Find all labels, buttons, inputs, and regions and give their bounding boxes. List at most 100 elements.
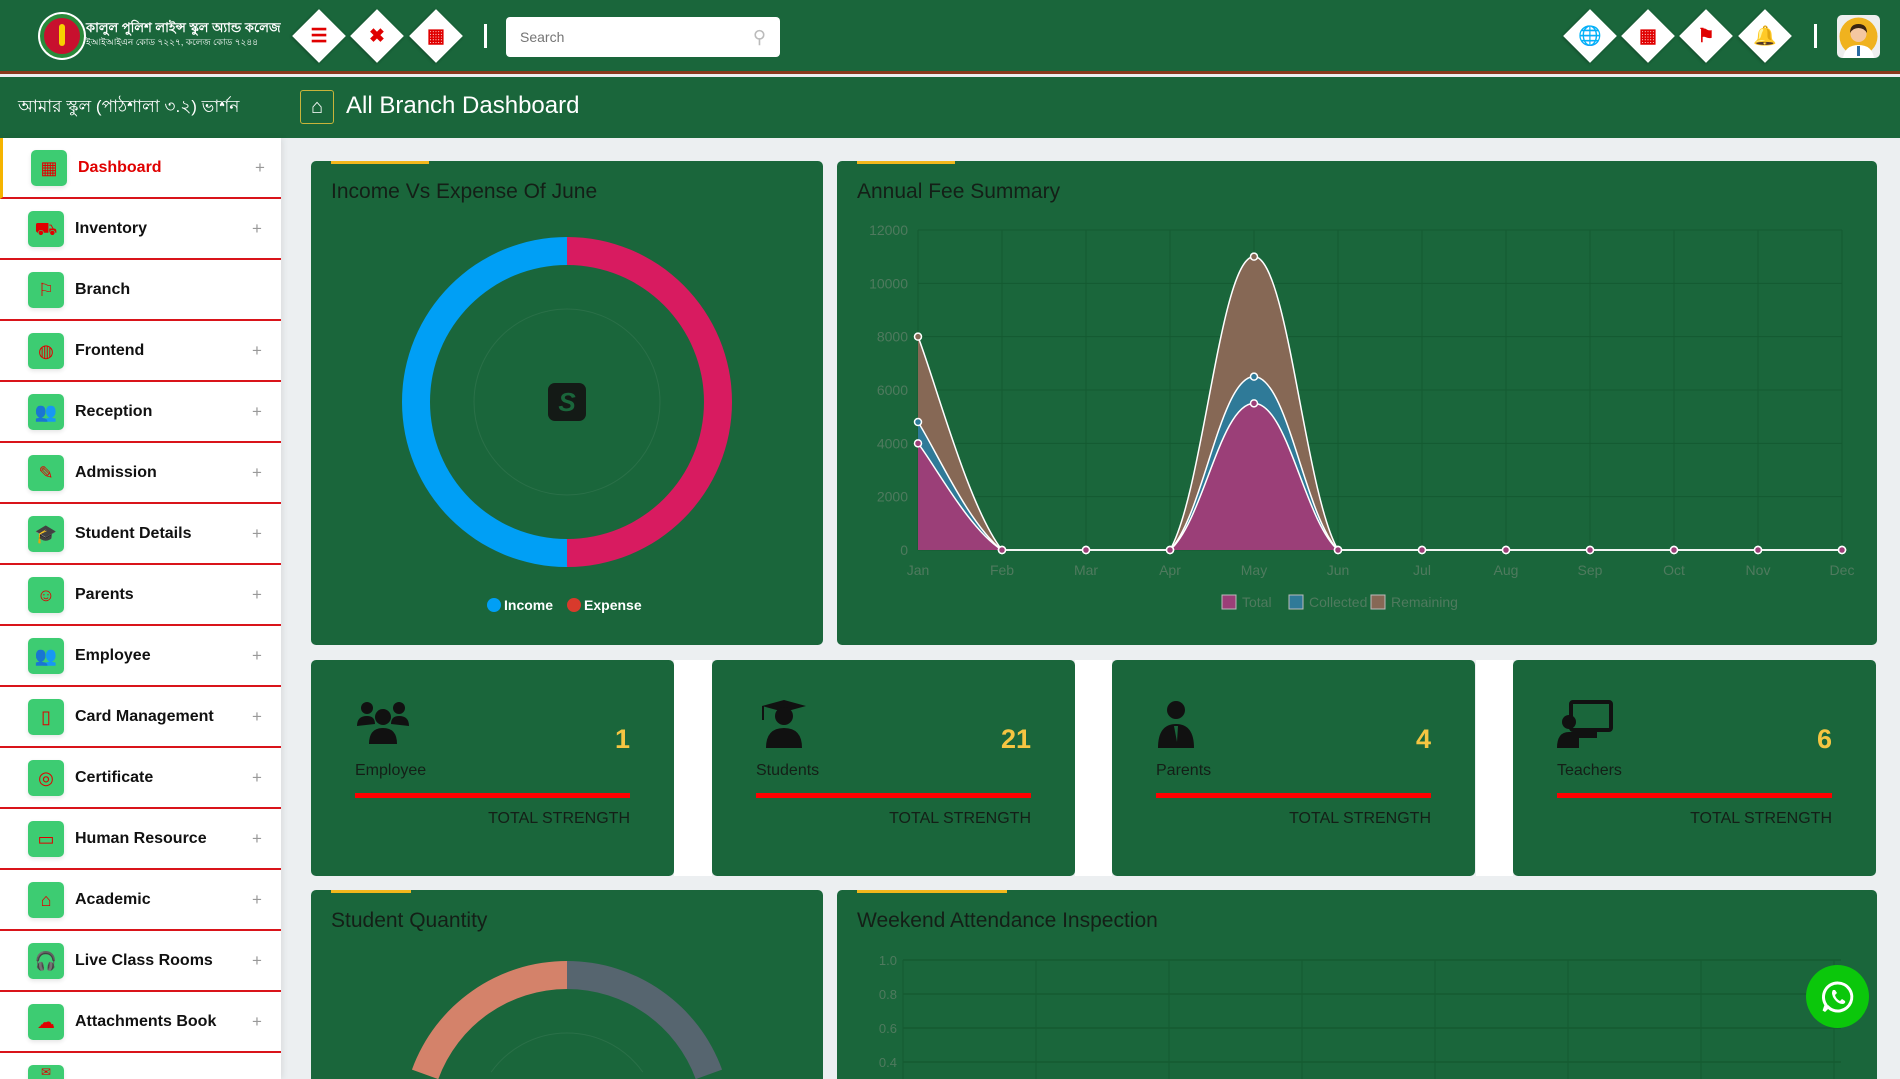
x-tick-label: Feb <box>990 562 1014 578</box>
search-box[interactable]: ⚲ <box>506 17 780 57</box>
card-accent <box>857 161 955 164</box>
sidebar-item-certificate[interactable]: ◎ Certificate + <box>0 748 281 809</box>
cloud-upload-icon: ☁ <box>28 1004 64 1040</box>
data-point[interactable] <box>913 439 923 448</box>
legend-label[interactable]: Remaining <box>1391 594 1458 610</box>
card-accent <box>857 890 1007 893</box>
annual-fee-card: Annual Fee Summary 0 2000 4000 6000 8000 1000… <box>837 161 1877 645</box>
sidebar-item-parents[interactable]: ☺ Parents + <box>0 565 281 626</box>
y-tick-label: 2000 <box>877 489 908 505</box>
school-name-text: কালুল পুলিশ লাইন্স স্কুল অ্যান্ড কলেজ <box>86 20 281 35</box>
sidebar-item-dashboard[interactable]: ▦ Dashboard + <box>0 138 281 199</box>
data-point[interactable] <box>1417 545 1427 555</box>
data-point[interactable] <box>1585 545 1595 555</box>
series-line <box>917 255 1842 551</box>
expand-icon[interactable]: + <box>252 1011 262 1031</box>
data-point[interactable] <box>1753 545 1763 555</box>
card-accent <box>331 890 411 893</box>
language-button[interactable]: 🌐 <box>1563 9 1617 63</box>
expand-icon[interactable]: + <box>252 340 262 360</box>
expand-icon[interactable]: + <box>252 584 262 604</box>
card-title: Weekend Attendance Inspection <box>857 909 1158 932</box>
expand-icon[interactable]: + <box>252 889 262 909</box>
school-logo[interactable] <box>40 14 84 58</box>
expand-icon[interactable]: + <box>252 828 262 848</box>
data-point[interactable] <box>997 545 1007 555</box>
sidebar-item-label: Dashboard <box>78 158 162 176</box>
y-tick-label: 0.6 <box>879 1021 897 1036</box>
expand-icon[interactable]: + <box>252 523 262 543</box>
sidebar-item-more[interactable]: ✉ <box>0 1053 281 1079</box>
legend-swatch[interactable] <box>1370 594 1386 610</box>
legend-swatch[interactable] <box>1288 594 1304 610</box>
sidebar-item-inventory[interactable]: ⛟ Inventory + <box>0 199 281 260</box>
data-point[interactable] <box>1501 545 1511 555</box>
data-point[interactable] <box>1669 545 1679 555</box>
stat-card-employee[interactable]: 1 Employee TOTAL STRENGTH <box>311 660 674 876</box>
legend-item-expense[interactable]: Expense <box>567 597 642 613</box>
donut-slice[interactable] <box>567 961 723 1079</box>
sidebar-item-human-resource[interactable]: ▭ Human Resource + <box>0 809 281 870</box>
stat-card-parents[interactable]: 4 Parents TOTAL STRENGTH <box>1112 660 1475 876</box>
data-point[interactable] <box>1165 545 1175 555</box>
y-tick-label: 0 <box>900 542 908 558</box>
user-avatar[interactable] <box>1837 15 1880 58</box>
sidebar-item-admission[interactable]: ✎ Admission + <box>0 443 281 504</box>
data-point[interactable] <box>1837 545 1847 555</box>
sidebar-item-card-management[interactable]: ▯ Card Management + <box>0 687 281 748</box>
x-tick-label: Apr <box>1159 562 1181 578</box>
legend-label[interactable]: Collected <box>1309 594 1367 610</box>
sidebar-item-live-class-rooms[interactable]: 🎧 Live Class Rooms + <box>0 931 281 992</box>
donut-slice-expense[interactable] <box>567 237 732 567</box>
expand-icon[interactable]: + <box>252 401 262 421</box>
data-point[interactable] <box>1333 545 1343 555</box>
fullscreen-button[interactable]: ✖ <box>350 9 404 63</box>
flag-button[interactable]: ⚑ <box>1679 9 1733 63</box>
legend-label[interactable]: Total <box>1242 594 1272 610</box>
data-point[interactable] <box>913 332 923 341</box>
sidebar-item-employee[interactable]: 👥 Employee + <box>0 626 281 687</box>
globe-icon: 🌐 <box>1578 26 1602 47</box>
sidebar-item-label: Frontend <box>75 341 145 359</box>
legend-item-income[interactable]: Income <box>487 597 553 613</box>
expand-icon[interactable]: + <box>252 218 262 238</box>
data-point[interactable] <box>913 417 923 427</box>
sidebar-item-reception[interactable]: 👥 Reception + <box>0 382 281 443</box>
stat-card-teachers[interactable]: 6 Teachers TOTAL STRENGTH <box>1513 660 1876 876</box>
stat-caption: TOTAL STRENGTH <box>488 810 630 827</box>
sidebar-item-label: Branch <box>75 280 131 298</box>
search-icon[interactable]: ⚲ <box>752 26 766 47</box>
divider <box>484 24 487 48</box>
sidebar-item-student-details[interactable]: 🎓 Student Details + <box>0 504 281 565</box>
home-button[interactable]: ⌂ <box>300 90 334 124</box>
expand-icon[interactable]: + <box>252 706 262 726</box>
apps-grid-button[interactable]: ▦ <box>409 9 463 63</box>
expand-icon[interactable]: + <box>255 157 265 177</box>
data-point[interactable] <box>1249 372 1259 381</box>
page-header <box>0 77 1900 138</box>
calendar-button[interactable]: ▦ <box>1621 9 1675 63</box>
donut-slice[interactable] <box>411 961 567 1079</box>
whatsapp-button[interactable] <box>1806 965 1869 1028</box>
sidebar-item-frontend[interactable]: ◍ Frontend + <box>0 321 281 382</box>
inner-ring <box>473 308 661 496</box>
expand-icon[interactable]: + <box>252 950 262 970</box>
data-point[interactable] <box>1249 252 1259 261</box>
stat-card-students[interactable]: 21 Students TOTAL STRENGTH <box>712 660 1075 876</box>
sidebar-item-label: Attachments Book <box>75 1012 217 1030</box>
expand-icon[interactable]: + <box>252 645 262 665</box>
sidebar-item-branch[interactable]: ⚐ Branch <box>0 260 281 321</box>
notifications-button[interactable]: 🔔 <box>1738 9 1792 63</box>
stat-divider <box>756 793 1031 798</box>
legend-swatch[interactable] <box>1221 594 1237 610</box>
data-point[interactable] <box>1081 545 1091 555</box>
sidebar-item-academic[interactable]: ⌂ Academic + <box>0 870 281 931</box>
search-input[interactable] <box>520 29 753 45</box>
menu-toggle-button[interactable]: ☰ <box>292 9 346 63</box>
expand-icon[interactable]: + <box>252 767 262 787</box>
stat-label: Students <box>756 762 820 779</box>
data-point[interactable] <box>1249 399 1259 408</box>
sidebar-item-attachments-book[interactable]: ☁ Attachments Book + <box>0 992 281 1053</box>
expand-icon[interactable]: + <box>252 462 262 482</box>
donut-slice-income[interactable] <box>402 237 567 567</box>
